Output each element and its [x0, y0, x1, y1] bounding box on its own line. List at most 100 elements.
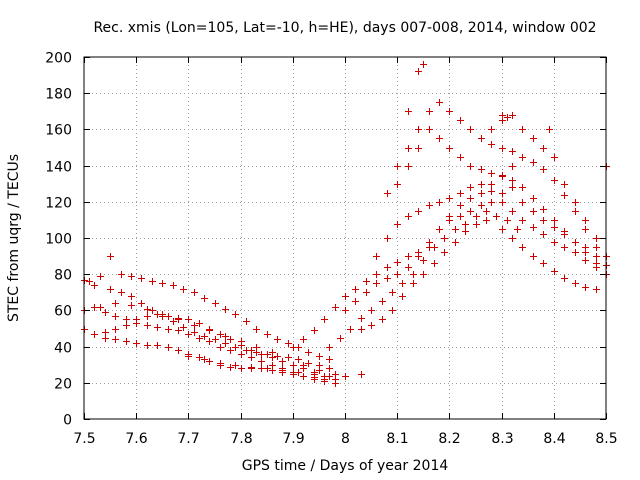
data-point	[415, 145, 422, 152]
data-point	[446, 217, 453, 224]
data-point	[582, 226, 589, 233]
data-point	[352, 286, 359, 293]
data-point	[269, 349, 276, 356]
data-point	[405, 145, 412, 152]
y-tick-label: 60	[54, 304, 72, 320]
data-point	[191, 329, 198, 336]
data-point	[551, 217, 558, 224]
data-point	[138, 275, 145, 282]
data-point	[91, 282, 98, 289]
data-point	[97, 273, 104, 280]
data-point	[321, 316, 328, 323]
data-point	[342, 373, 349, 380]
data-point	[300, 362, 307, 369]
data-point	[332, 304, 339, 311]
data-point	[290, 362, 297, 369]
y-tick-label: 160	[45, 123, 72, 139]
grid-lines	[84, 57, 606, 419]
data-point	[389, 307, 396, 314]
data-point	[519, 244, 526, 251]
data-point	[509, 148, 516, 155]
data-point	[504, 217, 511, 224]
data-point	[483, 217, 490, 224]
data-point	[499, 226, 506, 233]
series-arc-a	[81, 273, 333, 372]
data-point	[540, 231, 547, 238]
data-point	[185, 353, 192, 360]
data-point	[415, 68, 422, 75]
data-point	[530, 224, 537, 231]
data-point	[311, 327, 318, 334]
data-point	[112, 300, 119, 307]
data-point	[431, 260, 438, 267]
data-point	[258, 351, 265, 358]
data-point	[426, 239, 433, 246]
data-point	[311, 371, 318, 378]
x-axis-label: GPS time / Days of year 2014	[242, 458, 449, 474]
data-point	[217, 360, 224, 367]
data-point	[431, 244, 438, 251]
data-point	[227, 364, 234, 371]
data-point	[519, 154, 526, 161]
y-tick-label: 40	[54, 341, 72, 357]
data-point	[138, 300, 145, 307]
data-point	[118, 289, 125, 296]
data-point	[436, 226, 443, 233]
y-tick-label: 80	[54, 268, 72, 284]
data-point	[91, 304, 98, 311]
data-point	[399, 293, 406, 300]
data-point	[326, 344, 333, 351]
data-point	[165, 344, 172, 351]
data-point	[118, 271, 125, 278]
data-point	[593, 253, 600, 260]
data-point	[519, 184, 526, 191]
data-point	[514, 226, 521, 233]
data-point	[342, 307, 349, 314]
data-point	[551, 239, 558, 246]
x-tick-label: 8.4	[543, 431, 565, 447]
data-point	[144, 306, 151, 313]
data-point	[530, 253, 537, 260]
data-point	[499, 112, 506, 119]
data-point	[572, 280, 579, 287]
data-point	[201, 295, 208, 302]
data-point	[519, 126, 526, 133]
x-tick-label: 8.1	[386, 431, 408, 447]
data-point	[238, 338, 245, 345]
data-point	[509, 235, 516, 242]
data-point	[441, 249, 448, 256]
data-point	[107, 253, 114, 260]
x-tick-label: 8.2	[438, 431, 460, 447]
y-tick-label: 180	[45, 87, 72, 103]
data-point	[274, 353, 281, 360]
data-point	[316, 353, 323, 360]
y-tick-label: 20	[54, 377, 72, 393]
data-point	[97, 304, 104, 311]
data-point	[446, 195, 453, 202]
data-point	[316, 367, 323, 374]
data-point	[217, 344, 224, 351]
data-point	[86, 278, 93, 285]
data-point	[389, 289, 396, 296]
data-point	[373, 253, 380, 260]
data-point	[572, 208, 579, 215]
data-point	[457, 213, 464, 220]
data-point	[436, 135, 443, 142]
data-point	[394, 181, 401, 188]
data-point	[426, 108, 433, 115]
data-point	[540, 145, 547, 152]
data-point	[128, 273, 135, 280]
data-point	[452, 226, 459, 233]
data-point	[519, 199, 526, 206]
data-point	[478, 135, 485, 142]
data-point	[582, 257, 589, 264]
data-point	[488, 199, 495, 206]
data-point	[373, 271, 380, 278]
data-point	[473, 221, 480, 228]
data-point	[509, 208, 516, 215]
data-point	[295, 356, 302, 363]
y-tick-label: 0	[63, 413, 72, 429]
data-point	[582, 217, 589, 224]
data-point	[509, 184, 516, 191]
data-point	[91, 331, 98, 338]
